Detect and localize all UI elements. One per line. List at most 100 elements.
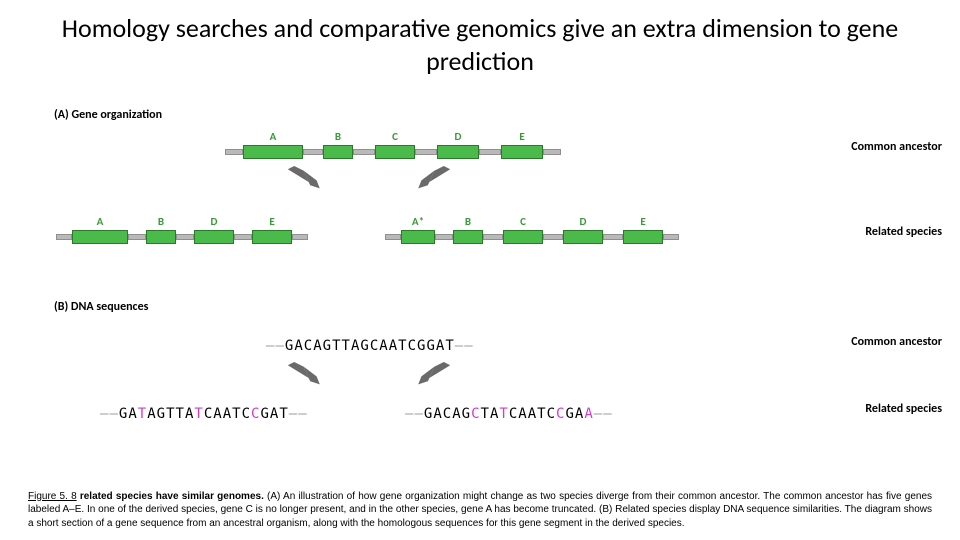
arrow-icon bbox=[280, 362, 326, 386]
spacer-bar bbox=[56, 234, 72, 240]
dna-base: — bbox=[464, 338, 473, 354]
caption-bold: related species have similar genomes. bbox=[77, 491, 264, 502]
gene-box: B bbox=[146, 230, 176, 244]
dna-base: A bbox=[213, 406, 222, 422]
dna-base: G bbox=[565, 406, 574, 422]
spacer-bar bbox=[225, 149, 243, 155]
row-label-a-top: Common ancestor bbox=[851, 140, 942, 154]
dna-base: G bbox=[360, 338, 369, 354]
dna-base: T bbox=[499, 406, 508, 422]
dna-base: A bbox=[433, 406, 442, 422]
row-label-b-top: Common ancestor bbox=[851, 335, 942, 349]
dna-base: A bbox=[490, 406, 499, 422]
dna-base: A bbox=[575, 406, 584, 422]
dna-base: A bbox=[313, 338, 322, 354]
dna-base: A bbox=[128, 406, 137, 422]
dna-sequence-ancestor: ——GACAGTTAGCAATCGGAT—— bbox=[266, 338, 474, 354]
gene-label: D bbox=[455, 130, 462, 143]
spacer-bar bbox=[543, 234, 563, 240]
gene-label: C bbox=[520, 215, 526, 228]
dna-base: T bbox=[398, 338, 407, 354]
dna-base: — bbox=[289, 406, 298, 422]
spacer-bar bbox=[543, 149, 561, 155]
spacer-bar bbox=[353, 149, 375, 155]
gene-box: E bbox=[623, 230, 663, 244]
dna-base: T bbox=[445, 338, 454, 354]
dna-base: T bbox=[194, 406, 203, 422]
spacer-bar bbox=[663, 234, 679, 240]
gene-label: A bbox=[97, 215, 104, 228]
dna-base: C bbox=[204, 406, 213, 422]
section-b-label: (B) DNA sequences bbox=[54, 300, 148, 314]
gene-label: D bbox=[211, 215, 218, 228]
spacer-bar bbox=[303, 149, 323, 155]
spacer-bar bbox=[479, 149, 501, 155]
gene-label: E bbox=[640, 215, 645, 228]
spacer-bar bbox=[176, 234, 194, 240]
dna-base: T bbox=[279, 406, 288, 422]
dna-base: T bbox=[176, 406, 185, 422]
dna-sequence-right: ——GACAGCTATCAATCCGAA—— bbox=[405, 406, 613, 422]
gene-box: D bbox=[194, 230, 234, 244]
gene-box: A* bbox=[401, 230, 435, 244]
gene-label: B bbox=[465, 215, 471, 228]
gene-label: E bbox=[519, 130, 524, 143]
spacer-bar bbox=[435, 234, 453, 240]
dna-base: — bbox=[298, 406, 307, 422]
dna-base: G bbox=[260, 406, 269, 422]
spacer-bar bbox=[385, 234, 401, 240]
page-title: Homology searches and comparative genomi… bbox=[0, 0, 960, 85]
gene-box: A bbox=[72, 230, 128, 244]
dna-base: C bbox=[509, 406, 518, 422]
gene-label: C bbox=[392, 130, 398, 143]
dna-base: A bbox=[379, 338, 388, 354]
spacer-bar bbox=[292, 234, 308, 240]
dna-base: T bbox=[138, 406, 147, 422]
dna-base: A bbox=[270, 406, 279, 422]
spacer-bar bbox=[128, 234, 146, 240]
gene-label: B bbox=[335, 130, 341, 143]
arrow-icon bbox=[280, 166, 326, 190]
figure-caption: Figure 5. 8 related species have similar… bbox=[28, 490, 932, 531]
gene-box: E bbox=[501, 145, 543, 159]
dna-base: C bbox=[370, 338, 379, 354]
row-label-a-bottom: Related species bbox=[865, 225, 942, 239]
dna-base: — bbox=[414, 406, 423, 422]
dna-base: — bbox=[455, 338, 464, 354]
gene-box: D bbox=[563, 230, 603, 244]
gene-strip-left: ABDE bbox=[56, 230, 308, 244]
dna-base: G bbox=[462, 406, 471, 422]
dna-base: T bbox=[332, 338, 341, 354]
dna-base: T bbox=[232, 406, 241, 422]
dna-base: T bbox=[166, 406, 175, 422]
dna-base: C bbox=[471, 406, 480, 422]
dna-base: A bbox=[147, 406, 156, 422]
dna-base: — bbox=[109, 406, 118, 422]
dna-base: C bbox=[443, 406, 452, 422]
dna-base: G bbox=[323, 338, 332, 354]
gene-label: A* bbox=[412, 215, 424, 228]
dna-base: A bbox=[294, 338, 303, 354]
gene-box: B bbox=[323, 145, 353, 159]
gene-box: C bbox=[375, 145, 415, 159]
gene-strip-ancestor: ABCDE bbox=[225, 145, 561, 159]
gene-label: A bbox=[270, 130, 277, 143]
dna-base: A bbox=[518, 406, 527, 422]
dna-base: G bbox=[285, 338, 294, 354]
dna-base: G bbox=[119, 406, 128, 422]
gene-box: B bbox=[453, 230, 483, 244]
dna-base: A bbox=[351, 338, 360, 354]
dna-base: G bbox=[426, 338, 435, 354]
dna-base: C bbox=[408, 338, 417, 354]
dna-base: A bbox=[584, 406, 593, 422]
gene-box: E bbox=[252, 230, 292, 244]
dna-sequence-left: ——GATAGTTATCAATCCGAT—— bbox=[100, 406, 308, 422]
gene-strip-right: A*BCDE bbox=[385, 230, 679, 244]
dna-base: A bbox=[436, 338, 445, 354]
spacer-bar bbox=[234, 234, 252, 240]
gene-label: B bbox=[158, 215, 164, 228]
dna-base: C bbox=[547, 406, 556, 422]
dna-base: C bbox=[304, 338, 313, 354]
dna-base: — bbox=[275, 338, 284, 354]
dna-base: G bbox=[424, 406, 433, 422]
